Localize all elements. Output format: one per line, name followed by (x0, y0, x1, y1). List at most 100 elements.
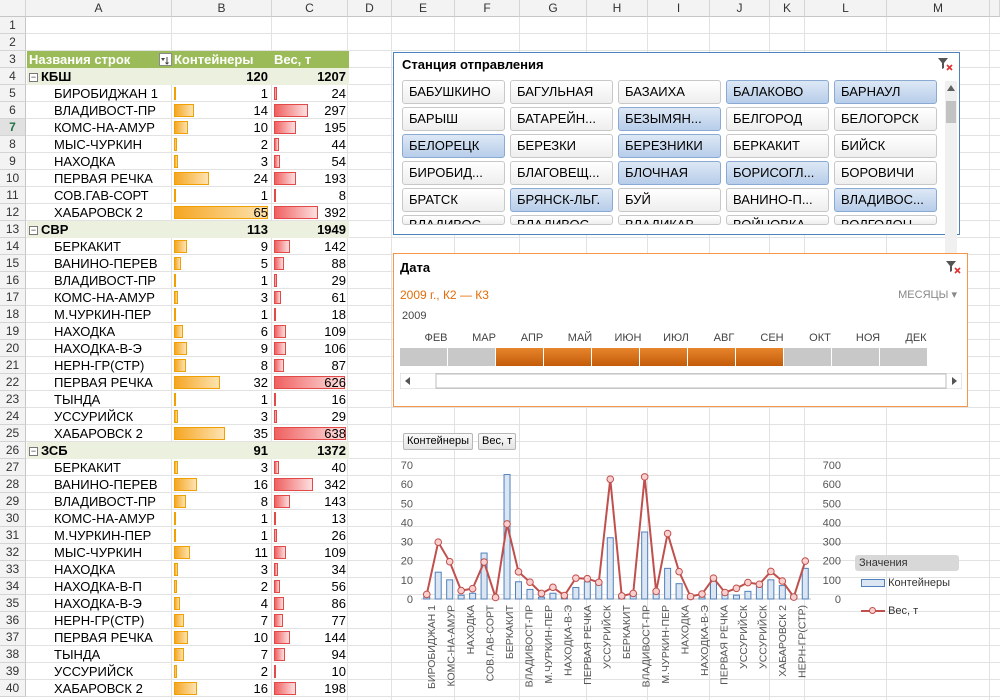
slicer-item[interactable]: БАРНАУЛ (834, 80, 937, 104)
timeline-month-cell[interactable] (688, 348, 735, 366)
containers-cell[interactable]: 7 (173, 646, 271, 663)
row-header[interactable]: 10 (0, 170, 26, 187)
containers-cell[interactable]: 9 (173, 238, 271, 255)
containers-cell[interactable]: 1 (173, 527, 271, 544)
weight-cell[interactable]: 40 (273, 459, 349, 476)
row-header[interactable]: 15 (0, 255, 26, 272)
table-row[interactable]: М.ЧУРКИН-ПЕР 1 26 (27, 527, 349, 544)
weight-cell[interactable]: 94 (273, 646, 349, 663)
slicer-item[interactable]: ВЛАДИВОС... (402, 215, 505, 225)
containers-cell[interactable]: 11 (173, 544, 271, 561)
containers-cell[interactable]: 35 (173, 425, 271, 442)
legend-title[interactable]: Значения (855, 555, 959, 571)
slicer-item[interactable]: БРЯНСК-ЛЬГ. (510, 188, 613, 212)
containers-cell[interactable]: 3 (173, 153, 271, 170)
row-header[interactable]: 6 (0, 102, 26, 119)
table-row[interactable]: ХАБАРОВСК 2 16 198 (27, 680, 349, 697)
containers-cell[interactable]: 3 (173, 561, 271, 578)
column-header[interactable]: I (648, 0, 710, 17)
table-row[interactable]: БЕРКАКИТ 9 142 (27, 238, 349, 255)
table-row[interactable]: ХАБАРОВСК 2 35 638 (27, 425, 349, 442)
containers-cell[interactable]: 3 (173, 459, 271, 476)
slicer-item[interactable]: БАРЫШ (402, 107, 505, 131)
column-header[interactable]: H (587, 0, 648, 17)
containers-cell[interactable]: 16 (173, 680, 271, 697)
column-header[interactable]: L (805, 0, 887, 17)
row-header[interactable]: 4 (0, 68, 26, 85)
column-header[interactable]: G (520, 0, 587, 17)
containers-cell[interactable]: 8 (173, 357, 271, 374)
table-row[interactable]: НАХОДКА-В-П 2 56 (27, 578, 349, 595)
weight-cell[interactable]: 13 (273, 510, 349, 527)
slicer-item[interactable]: БЕЛОРЕЦК (402, 134, 505, 158)
weight-cell[interactable]: 142 (273, 238, 349, 255)
containers-cell[interactable]: 7 (173, 612, 271, 629)
timeline-month-cell[interactable] (832, 348, 879, 366)
timeline-month-cell[interactable] (544, 348, 591, 366)
row-header[interactable]: 3 (0, 51, 26, 68)
containers-cell[interactable]: 6 (173, 323, 271, 340)
row-header[interactable]: 25 (0, 425, 26, 442)
table-row[interactable]: ТЫНДА 7 94 (27, 646, 349, 663)
table-row[interactable]: ВЛАДИВОСТ-ПР 1 29 (27, 272, 349, 289)
slicer-item[interactable]: БЕЛГОРОД (726, 107, 829, 131)
row-header[interactable]: 24 (0, 408, 26, 425)
filter-dropdown-button[interactable] (159, 53, 172, 66)
containers-cell[interactable]: 1 (173, 306, 271, 323)
row-header[interactable]: 1 (0, 17, 26, 34)
slicer-item[interactable]: БЕРЕЗКИ (510, 134, 613, 158)
slicer-item[interactable]: БИРОБИД... (402, 161, 505, 185)
slicer-item[interactable]: БАТАРЕЙН... (510, 107, 613, 131)
table-row[interactable]: ПЕРВАЯ РЕЧКА 24 193 (27, 170, 349, 187)
weight-cell[interactable]: 54 (273, 153, 349, 170)
row-header[interactable]: 23 (0, 391, 26, 408)
column-header[interactable]: K (770, 0, 805, 17)
weight-cell[interactable]: 61 (273, 289, 349, 306)
containers-cell[interactable]: 2 (173, 578, 271, 595)
row-header[interactable]: 35 (0, 595, 26, 612)
column-header[interactable]: F (455, 0, 520, 17)
pivot-group-label[interactable]: − КБШ (29, 68, 71, 85)
pivot-rows-label[interactable]: Названия строк (29, 52, 131, 67)
containers-cell[interactable]: 65 (173, 204, 271, 221)
table-row[interactable]: ПЕРВАЯ РЕЧКА 10 144 (27, 629, 349, 646)
slicer-item[interactable]: БЕЛОГОРСК (834, 107, 937, 131)
timeline-month-cell[interactable] (784, 348, 831, 366)
weight-cell[interactable]: 56 (273, 578, 349, 595)
containers-cell[interactable]: 1 (173, 391, 271, 408)
column-header[interactable]: D (348, 0, 392, 17)
containers-cell[interactable]: 1 (173, 187, 271, 204)
table-row[interactable]: М.ЧУРКИН-ПЕР 1 18 (27, 306, 349, 323)
row-header[interactable]: 37 (0, 629, 26, 646)
timeline-month-cell[interactable] (736, 348, 783, 366)
weight-cell[interactable]: 109 (273, 323, 349, 340)
table-row[interactable]: УССУРИЙСК 3 29 (27, 408, 349, 425)
table-row[interactable]: ПЕРВАЯ РЕЧКА 32 626 (27, 374, 349, 391)
row-header[interactable]: 27 (0, 459, 26, 476)
row-header[interactable]: 17 (0, 289, 26, 306)
weight-cell[interactable]: 626 (273, 374, 349, 391)
row-header[interactable]: 19 (0, 323, 26, 340)
row-header[interactable]: 32 (0, 544, 26, 561)
slicer-item[interactable]: ВЛАДИВОС... (510, 215, 613, 225)
containers-cell[interactable]: 1 (173, 85, 271, 102)
weight-cell[interactable]: 10 (273, 663, 349, 680)
containers-cell[interactable]: 3 (173, 408, 271, 425)
timeline-month-cell[interactable] (880, 348, 927, 366)
weight-cell[interactable]: 29 (273, 408, 349, 425)
weight-cell[interactable]: 392 (273, 204, 349, 221)
row-header[interactable]: 8 (0, 136, 26, 153)
row-header[interactable]: 16 (0, 272, 26, 289)
weight-cell[interactable]: 297 (273, 102, 349, 119)
containers-cell[interactable]: 2 (173, 136, 271, 153)
pivot-group-label[interactable]: − ЗСБ (29, 442, 68, 459)
containers-cell[interactable]: 1 (173, 510, 271, 527)
table-row[interactable]: МЫС-ЧУРКИН 11 109 (27, 544, 349, 561)
column-header[interactable]: E (392, 0, 455, 17)
table-row[interactable]: НАХОДКА 6 109 (27, 323, 349, 340)
column-header[interactable]: A (26, 0, 172, 17)
row-header[interactable]: 14 (0, 238, 26, 255)
row-header[interactable]: 21 (0, 357, 26, 374)
column-header[interactable]: C (272, 0, 348, 17)
timeline-month-cell[interactable] (496, 348, 543, 366)
